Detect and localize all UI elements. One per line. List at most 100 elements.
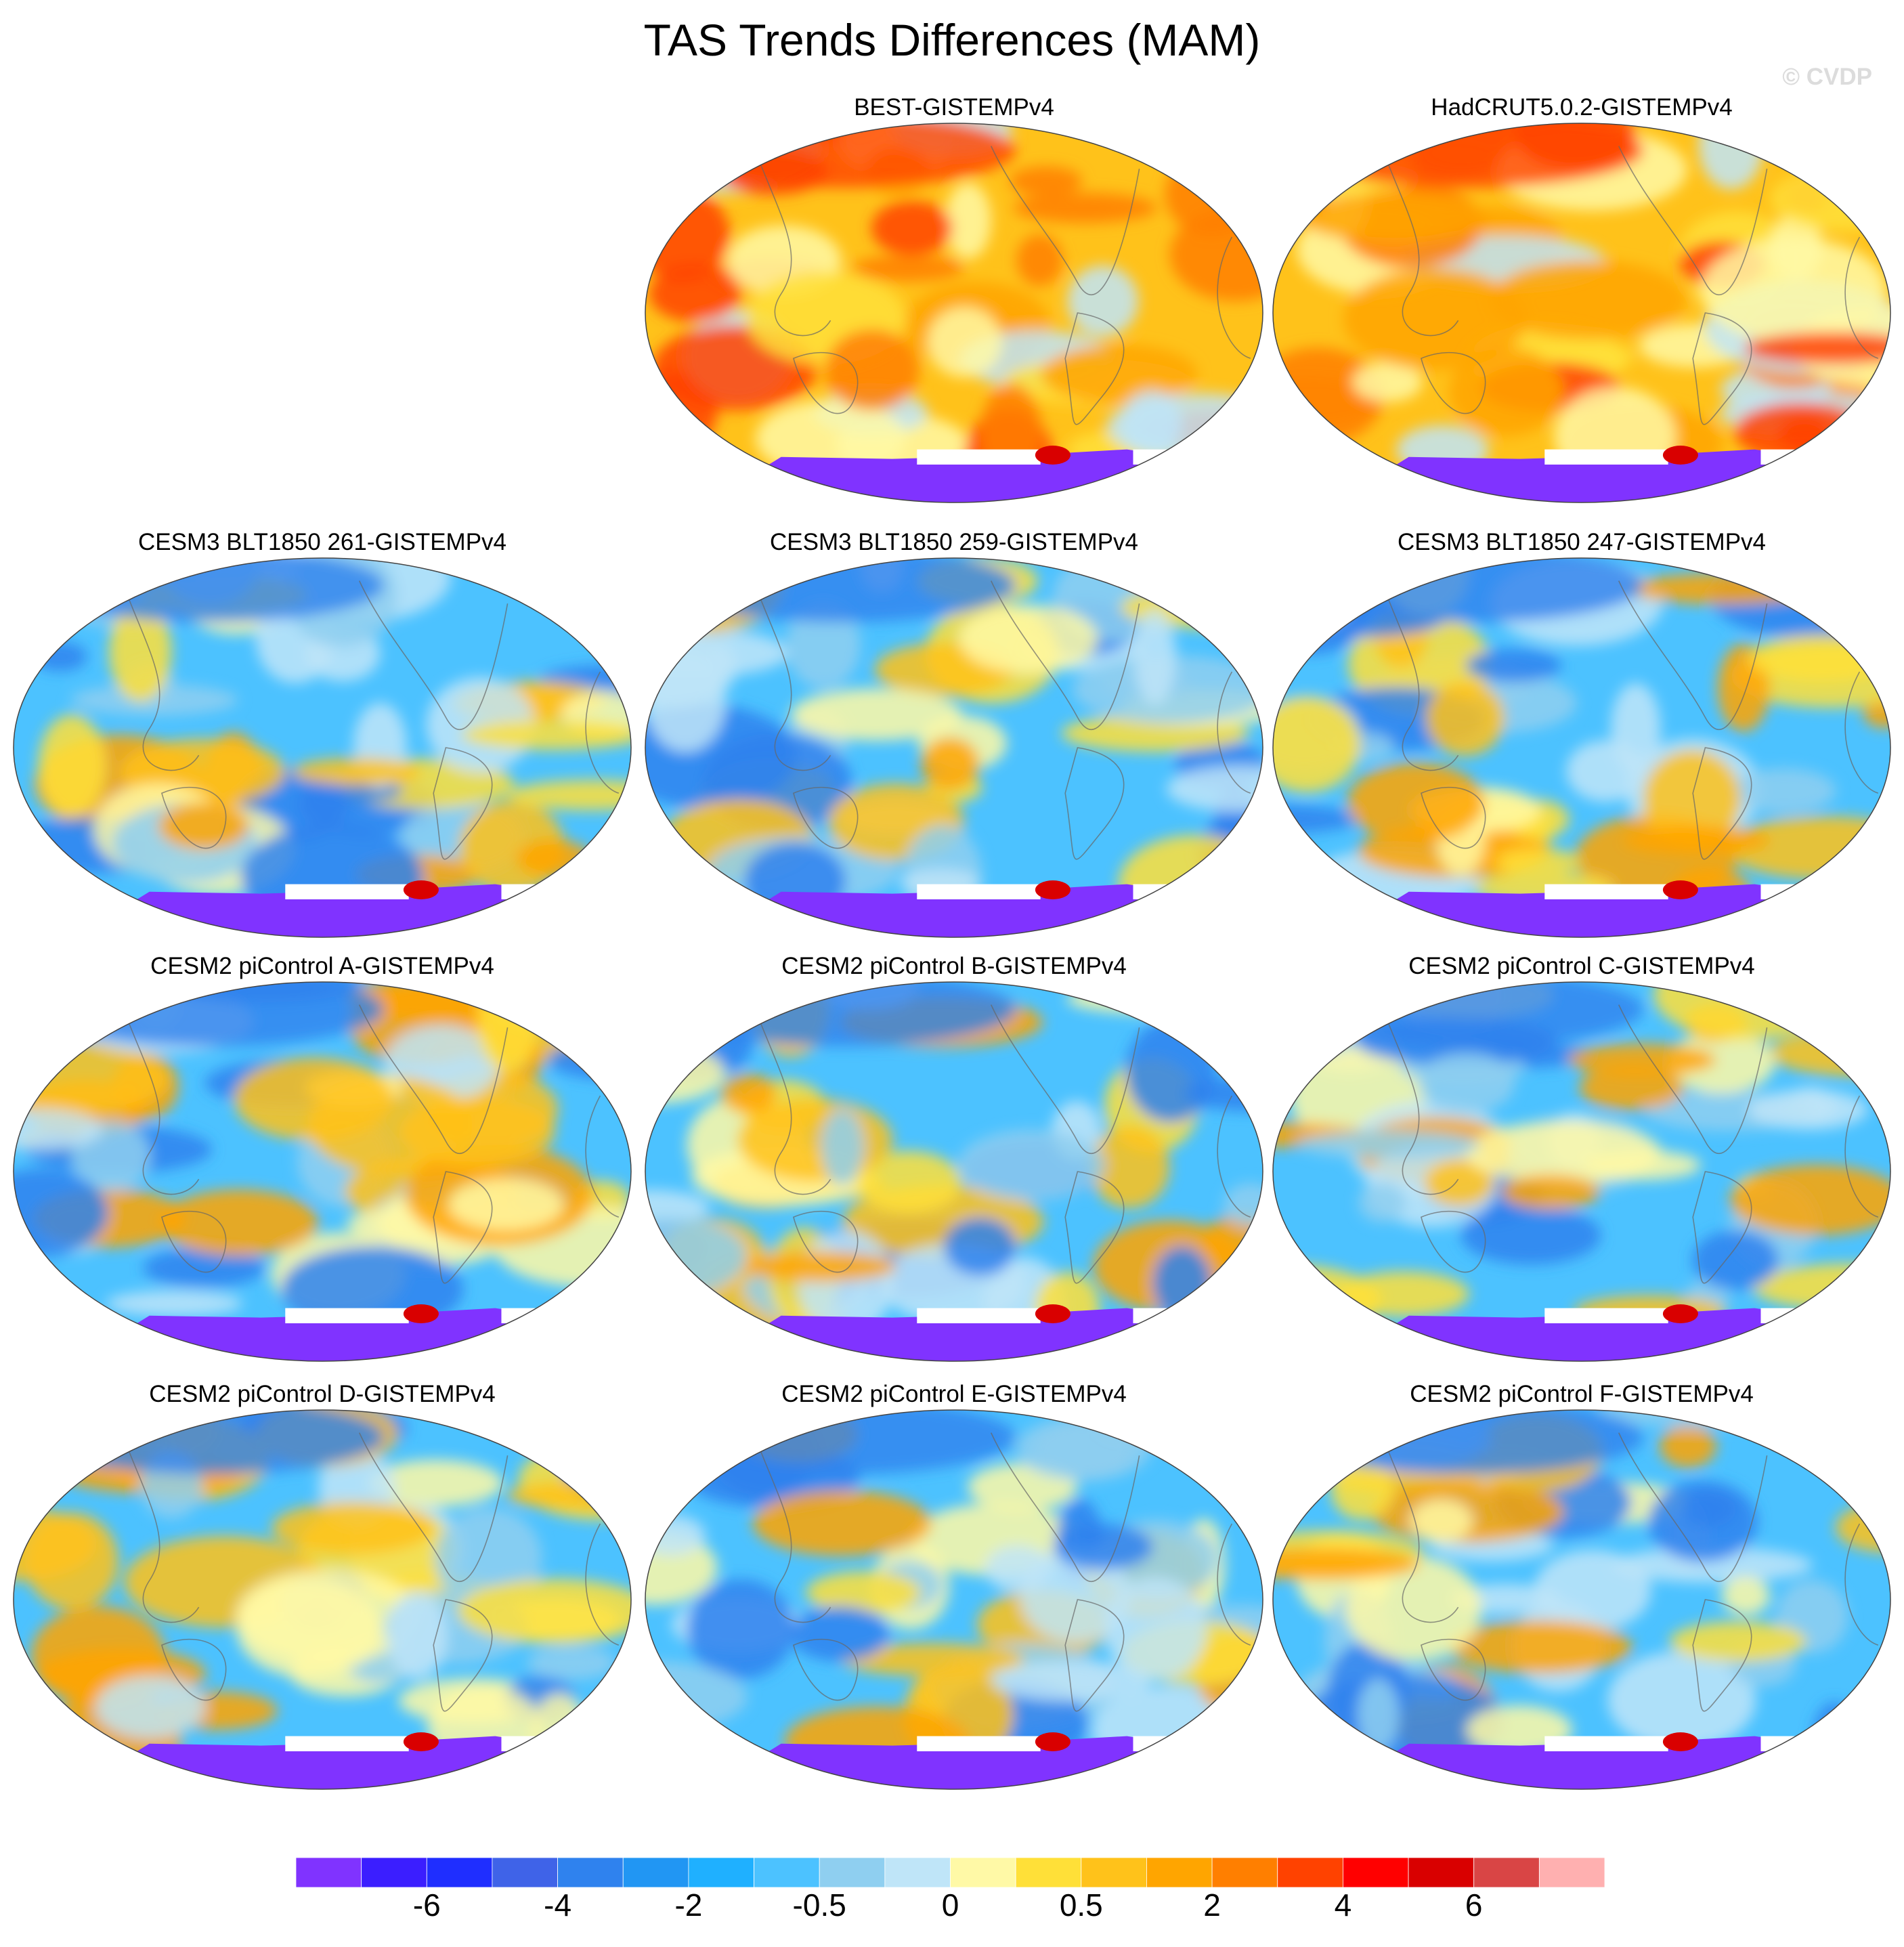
coastline-path [433, 747, 493, 860]
anomaly-blob [1500, 1174, 1601, 1210]
anomaly-blob [1073, 655, 1263, 724]
anomaly-blob [368, 1459, 503, 1507]
anomaly-blob [1424, 1159, 1494, 1207]
anomaly-blob [1343, 268, 1527, 370]
coastline-path [1217, 1095, 1251, 1218]
anomaly-blob [1204, 841, 1263, 916]
anomaly-blob [1583, 1150, 1701, 1180]
arctic-anomaly [38, 982, 385, 1046]
coastline-path [124, 1440, 200, 1623]
map-panel-p4 [645, 557, 1263, 938]
anomaly-blob [1016, 234, 1063, 286]
anomaly-blob [1298, 1130, 1480, 1159]
anomaly-blob [14, 1109, 103, 1151]
anomaly-blob [1410, 1499, 1473, 1543]
map-outline [1272, 557, 1891, 938]
coastlines [756, 1432, 1251, 1712]
arctic-anomaly [38, 558, 385, 622]
anomaly-blob [38, 714, 106, 817]
anomaly-blob [272, 1501, 434, 1554]
coastlines [124, 1432, 620, 1712]
missing-data-mask [917, 1308, 1041, 1323]
coastline-path [1383, 153, 1459, 337]
colorbar-tick-label: 4 [1334, 1887, 1352, 1923]
arctic-anomaly [670, 1410, 1016, 1474]
anomaly-blob [527, 1646, 617, 1680]
colorbar-swatch [1343, 1857, 1409, 1888]
coastline-path [1420, 351, 1486, 414]
anomaly-blob [160, 1189, 318, 1256]
coastline-path [1844, 1523, 1879, 1646]
panel-title-p1: BEST-GISTEMPv4 [854, 94, 1054, 121]
coastline-path [1064, 312, 1125, 425]
coastline-path [1420, 1638, 1486, 1701]
coastlines [1383, 1004, 1879, 1284]
coastline-path [585, 671, 620, 794]
coastline-path [1383, 588, 1459, 771]
anomaly-blob [790, 688, 962, 741]
anomaly-blob [806, 1571, 921, 1614]
anomaly-blob [645, 1410, 765, 1442]
anomaly-blob [1224, 1183, 1263, 1226]
anomaly-blob [506, 1480, 631, 1511]
anomaly-blob [1729, 1164, 1890, 1236]
map-panel-p1 [645, 123, 1263, 503]
anomaly-blob [547, 1038, 631, 1080]
map-panel-p10 [645, 1409, 1263, 1790]
anomaly-blob [1121, 389, 1182, 456]
coastline-path [756, 153, 831, 337]
anomaly-blob [1041, 344, 1198, 404]
coastlines [756, 1004, 1251, 1284]
missing-data-mask [285, 1736, 409, 1751]
panel-title-p3: CESM3 BLT1850 261-GISTEMPv4 [137, 529, 507, 555]
anomaly-blob [518, 1440, 631, 1520]
coastline-path [1618, 1004, 1768, 1154]
anomaly-blob [1465, 648, 1562, 683]
anomaly-blob [649, 265, 741, 322]
coastlines [756, 580, 1251, 860]
anomaly-blob [1812, 1702, 1857, 1778]
anomaly-blob [530, 1693, 588, 1784]
colorbar-tick-label: -2 [674, 1887, 703, 1923]
anomaly-blob [236, 1579, 382, 1678]
anomaly-blob [461, 720, 631, 750]
anomaly-blob [292, 757, 422, 786]
arctic-anomaly [1297, 1410, 1644, 1474]
anomaly-blob [945, 182, 991, 259]
panel-title-p2: HadCRUT5.0.2-GISTEMPv4 [1431, 94, 1733, 121]
coastline-path [1844, 671, 1879, 794]
missing-data-mask [285, 1308, 409, 1323]
anomaly-blob [1579, 1065, 1685, 1111]
anomaly-field [645, 1410, 1263, 1778]
missing-data-mask [917, 449, 1041, 465]
peninsula-anomaly [403, 880, 439, 899]
anomaly-blob [1330, 1460, 1394, 1520]
anomaly-blob [645, 190, 731, 280]
map-panel-p6 [13, 981, 632, 1362]
colorbar-swatch [819, 1857, 886, 1888]
peninsula-anomaly [1035, 1304, 1070, 1323]
anomaly-blob [645, 1454, 687, 1512]
anomaly-blob [516, 840, 591, 877]
anomaly-blob [387, 1590, 448, 1680]
panel-title-p11: CESM2 piControl F-GISTEMPv4 [1410, 1381, 1754, 1407]
anomaly-blob [1013, 192, 1157, 223]
panel-title-p5: CESM3 BLT1850 247-GISTEMPv4 [1397, 529, 1767, 555]
anomaly-blob [95, 1675, 205, 1738]
anomaly-blob [1611, 1547, 1813, 1583]
colorbar-swatch [1277, 1857, 1343, 1888]
credit-watermark: © CVDP [1782, 64, 1872, 90]
anomaly-blob [457, 1579, 631, 1644]
anomaly-blob [1417, 1052, 1515, 1113]
anomaly-blob [1700, 238, 1887, 343]
panel-title-p4: CESM3 BLT1850 259-GISTEMPv4 [769, 529, 1139, 555]
colorbar-tick-label: -6 [412, 1887, 441, 1923]
coastline-path [792, 351, 859, 414]
colorbar-swatch [1473, 1857, 1540, 1888]
anomaly-blob [1016, 1417, 1152, 1481]
map-outline [645, 123, 1263, 503]
anomaly-blob [1009, 166, 1083, 196]
anomaly-blob [1647, 1480, 1758, 1562]
peninsula-anomaly [403, 1304, 439, 1323]
